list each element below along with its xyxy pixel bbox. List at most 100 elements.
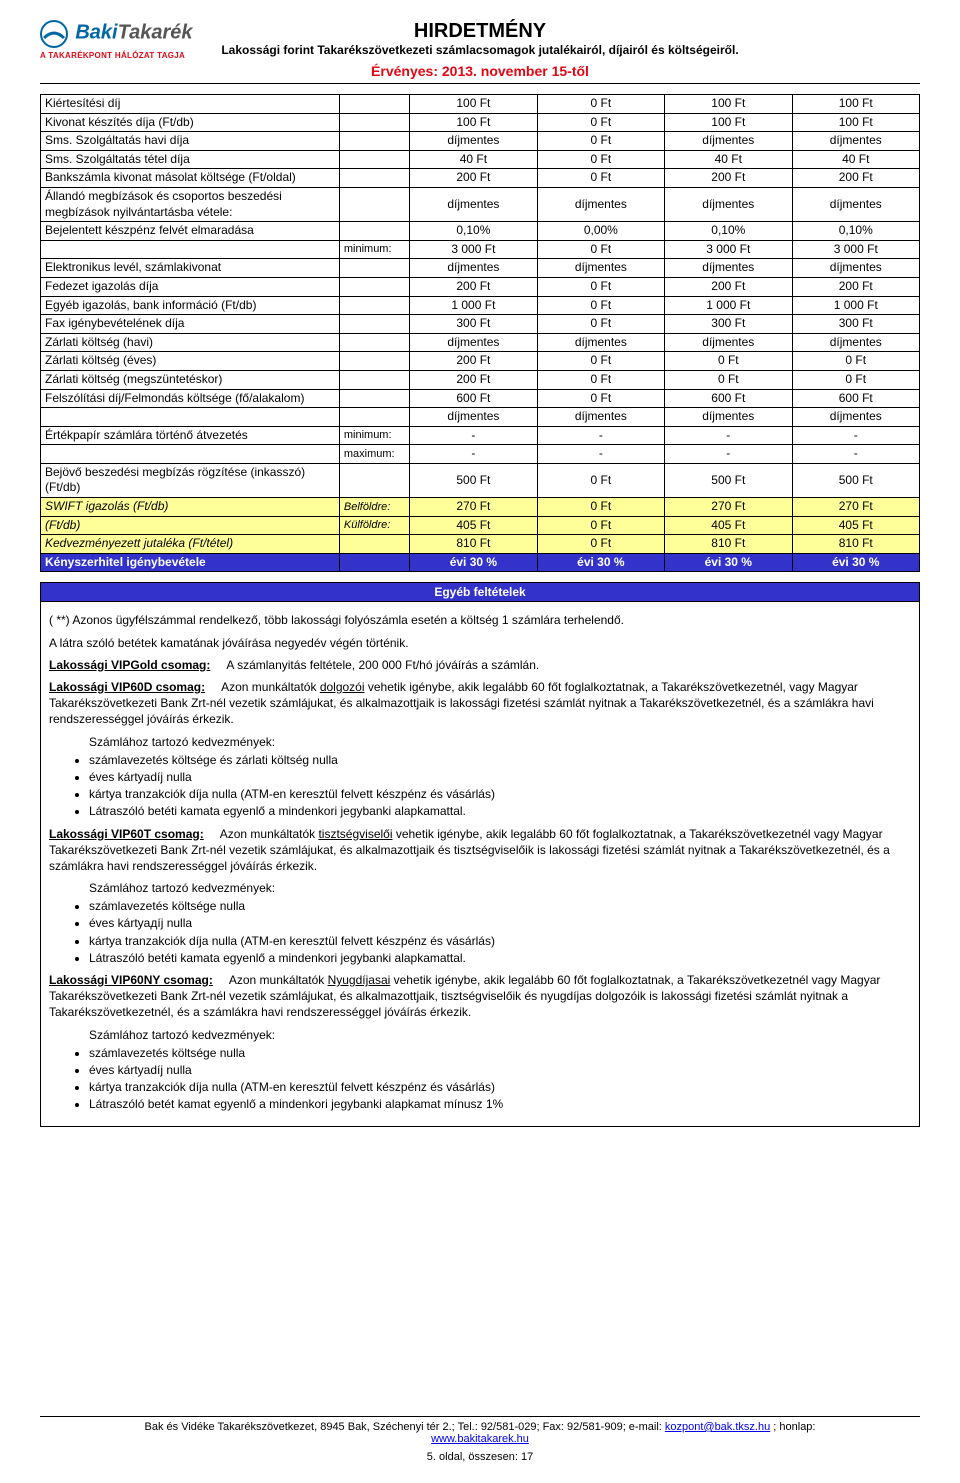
- row-value: 0,10%: [665, 222, 792, 241]
- row-prefix: [339, 132, 409, 151]
- row-value: 200 Ft: [410, 169, 537, 188]
- row-value: 200 Ft: [410, 370, 537, 389]
- row-value: évi 30 %: [410, 553, 537, 572]
- row-value: díjmentes: [792, 333, 919, 352]
- row-prefix: [339, 150, 409, 169]
- row-value: 0 Ft: [537, 132, 664, 151]
- row-value: 500 Ft: [792, 463, 919, 497]
- row-value: 405 Ft: [792, 516, 919, 535]
- row-prefix: [339, 463, 409, 497]
- row-value: 270 Ft: [665, 498, 792, 517]
- list-item: Látraszóló betéti kamata egyenlő a minde…: [89, 803, 911, 819]
- row-value: 200 Ft: [792, 277, 919, 296]
- row-value: 200 Ft: [792, 169, 919, 188]
- vipgold-para: Lakossági VIPGold csomag: A számlanyitás…: [49, 657, 911, 673]
- row-value: 0 Ft: [537, 389, 664, 408]
- row-value: 0 Ft: [537, 498, 664, 517]
- list-item: éves kártyadíj nulla: [89, 769, 911, 785]
- row-prefix: [339, 113, 409, 132]
- row-value: -: [537, 445, 664, 464]
- row-value: 40 Ft: [410, 150, 537, 169]
- row-prefix: [339, 95, 409, 114]
- row-label: Állandó megbízások és csoportos beszedés…: [41, 187, 340, 221]
- vip60t-label: Lakossági VIP60T csomag:: [49, 827, 204, 841]
- row-value: 100 Ft: [410, 113, 537, 132]
- row-value: 1 000 Ft: [792, 296, 919, 315]
- row-label: Bejövő beszedési megbízás rögzítése (ink…: [41, 463, 340, 497]
- table-row: Bejövő beszedési megbízás rögzítése (ink…: [41, 463, 920, 497]
- list-item: számlavezetés költsége és zárlati költsé…: [89, 752, 911, 768]
- row-label: Fedezet igazolás díja: [41, 277, 340, 296]
- row-value: díjmentes: [665, 333, 792, 352]
- row-value: 300 Ft: [665, 315, 792, 334]
- row-label: [41, 445, 340, 464]
- table-row: maximum:----: [41, 445, 920, 464]
- fee-table: Kiértesítési díj100 Ft0 Ft100 Ft100 FtKi…: [40, 94, 920, 572]
- row-value: évi 30 %: [537, 553, 664, 572]
- row-value: 270 Ft: [792, 498, 919, 517]
- table-row: Kedvezményezett jutaléka (Ft/tétel)810 F…: [41, 535, 920, 554]
- row-prefix: [339, 333, 409, 352]
- row-label: Elektronikus levél, számlakivonat: [41, 259, 340, 278]
- list-item: kártya tranzakciók díja nulla (ATM-en ke…: [89, 1079, 911, 1095]
- row-value: 0 Ft: [537, 169, 664, 188]
- vip60d-list: számlavezetés költsége és zárlati költsé…: [89, 752, 911, 820]
- row-label: Zárlati költség (havi): [41, 333, 340, 352]
- list-item: számlavezetés költsége nulla: [89, 898, 911, 914]
- row-label: Bejelentett készpénz felvét elmaradása: [41, 222, 340, 241]
- row-value: 100 Ft: [792, 95, 919, 114]
- row-value: 3 000 Ft: [792, 240, 919, 259]
- cond-intro1: ( **) Azonos ügyfélszámmal rendelkező, t…: [49, 612, 911, 628]
- vipgold-text: A számlanyitás feltétele, 200 000 Ft/hó …: [226, 658, 539, 672]
- row-value: 200 Ft: [665, 277, 792, 296]
- row-value: -: [537, 426, 664, 445]
- row-prefix: [339, 553, 409, 572]
- row-value: 405 Ft: [410, 516, 537, 535]
- row-value: díjmentes: [410, 259, 537, 278]
- row-value: 405 Ft: [665, 516, 792, 535]
- footer: Bak és Vidéke Takarékszövetkezet, 8945 B…: [40, 1414, 920, 1463]
- cond-intro2: A látra szóló betétek kamatának jóváírás…: [49, 635, 911, 651]
- vip60ny-label: Lakossági VIP60NY csomag:: [49, 973, 213, 987]
- vip60ny-list: számlavezetés költsége nullaéves kártyad…: [89, 1045, 911, 1113]
- validity-text: Érvényes: 2013. november 15-től: [40, 63, 920, 79]
- row-value: 300 Ft: [792, 315, 919, 334]
- row-value: díjmentes: [792, 187, 919, 221]
- row-value: 600 Ft: [410, 389, 537, 408]
- row-value: 0,00%: [537, 222, 664, 241]
- row-prefix: maximum:: [339, 445, 409, 464]
- footer-url-link[interactable]: www.bakitakarek.hu: [431, 1433, 529, 1445]
- row-value: díjmentes: [792, 132, 919, 151]
- row-value: díjmentes: [410, 408, 537, 427]
- row-value: -: [410, 445, 537, 464]
- row-prefix: [339, 389, 409, 408]
- row-prefix: Külföldre:: [339, 516, 409, 535]
- row-value: 0 Ft: [537, 113, 664, 132]
- row-prefix: [339, 277, 409, 296]
- list-item: kártya tranzakciók díja nulla (ATM-en ke…: [89, 786, 911, 802]
- row-value: 500 Ft: [665, 463, 792, 497]
- vip60d-para: Lakossági VIP60D csomag: Azon munkáltató…: [49, 679, 911, 728]
- row-label: Fax igénybevételének díja: [41, 315, 340, 334]
- row-value: 0 Ft: [537, 535, 664, 554]
- table-row: Fedezet igazolás díja200 Ft0 Ft200 Ft200…: [41, 277, 920, 296]
- logo: BakiTakarék A TAKARÉKPONT HÁLÓZAT TAGJA: [40, 20, 192, 60]
- row-value: 500 Ft: [410, 463, 537, 497]
- row-value: díjmentes: [410, 187, 537, 221]
- footer-email-link[interactable]: kozpont@bak.tksz.hu: [665, 1421, 770, 1433]
- table-row: Zárlati költség (megszüntetéskor)200 Ft0…: [41, 370, 920, 389]
- list-item: Látraszóló betéti kamata egyenlő a minde…: [89, 950, 911, 966]
- vipgold-label: Lakossági VIPGold csomag:: [49, 658, 210, 672]
- row-prefix: [339, 352, 409, 371]
- row-value: 0 Ft: [537, 315, 664, 334]
- row-value: 0 Ft: [537, 277, 664, 296]
- row-value: díjmentes: [665, 259, 792, 278]
- vip60t-para: Lakossági VIP60T csomag: Azon munkáltató…: [49, 826, 911, 875]
- row-label: Zárlati költség (megszüntetéskor): [41, 370, 340, 389]
- row-value: 600 Ft: [665, 389, 792, 408]
- row-prefix: minimum:: [339, 240, 409, 259]
- row-label: Kiértesítési díj: [41, 95, 340, 114]
- row-value: 200 Ft: [410, 352, 537, 371]
- row-label: Zárlati költség (éves): [41, 352, 340, 371]
- page-number: 5. oldal, összesen: 17: [40, 1451, 920, 1463]
